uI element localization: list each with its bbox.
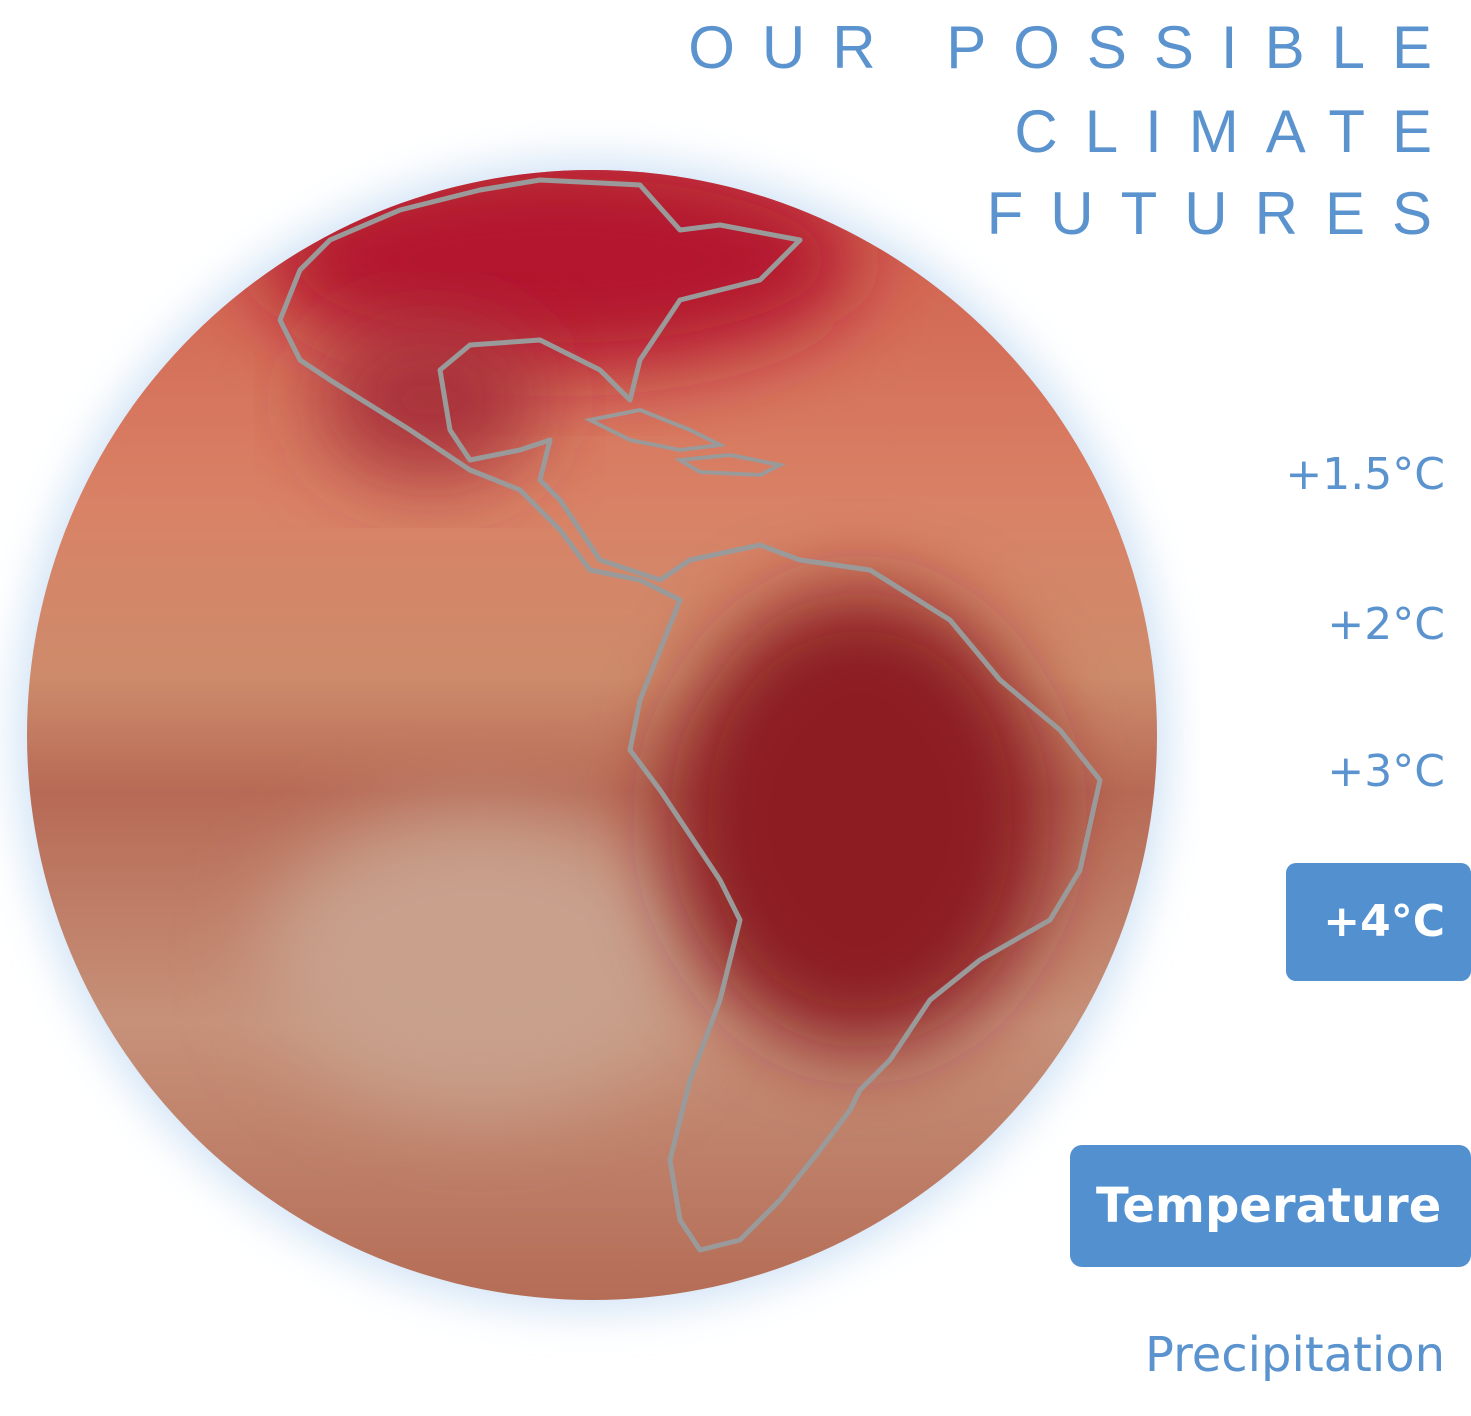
title-line: FUTURES (986, 180, 1459, 247)
page: OUR POSSIBLE CLIMATE FUTURES +1.5°C +2°C +3°… (17, 14, 1471, 1383)
variable-button[interactable]: Temperature (1070, 1145, 1471, 1267)
globe (17, 160, 1167, 1310)
warming-button[interactable]: +3°C (1327, 746, 1445, 797)
warming-button[interactable]: +2°C (1327, 599, 1445, 650)
title-line: OUR POSSIBLE (688, 14, 1459, 81)
warming-button[interactable]: +1.5°C (1285, 449, 1445, 500)
variable-button[interactable]: Precipitation (1144, 1327, 1445, 1383)
coastline (277, 177, 1103, 1253)
cool-region (260, 810, 700, 1110)
hot-region (320, 320, 540, 480)
hot-region (670, 590, 1050, 1050)
warming-button[interactable]: +4°C (1286, 863, 1471, 981)
islands (583, 407, 787, 478)
title-line: CLIMATE (1014, 98, 1459, 165)
